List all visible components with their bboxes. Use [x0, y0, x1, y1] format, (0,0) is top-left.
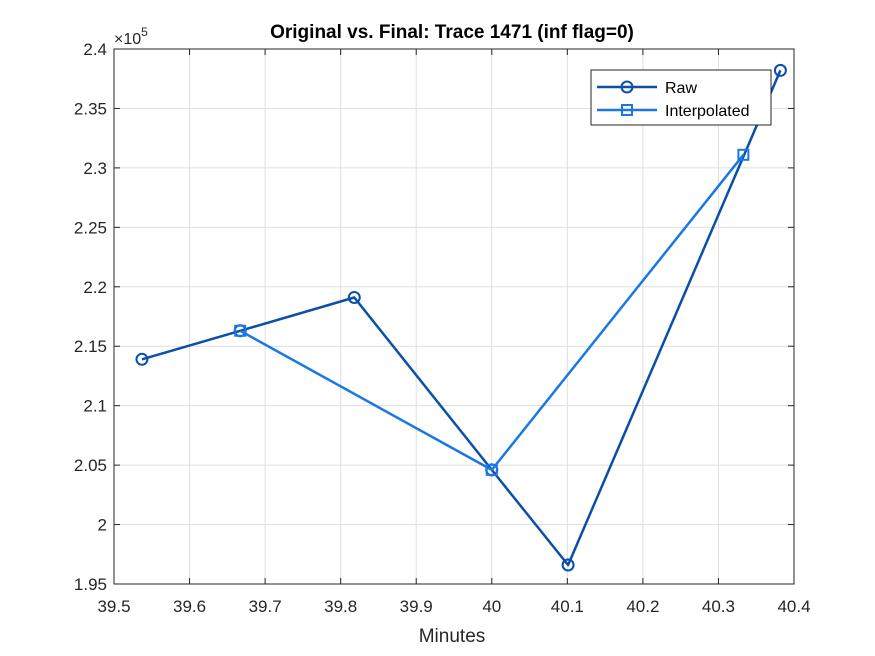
y-tick-label: 2.05 [74, 456, 107, 475]
x-tick-label: 39.5 [97, 597, 130, 616]
data-point-interpolated [234, 324, 247, 337]
y-tick-label: 2.2 [83, 278, 107, 297]
x-tick-label: 40 [482, 597, 501, 616]
legend-label-interpolated: Interpolated [665, 103, 750, 120]
series-line-raw [141, 69, 782, 567]
y-tick-label: 2 [98, 516, 107, 535]
series-line-interpolated [239, 154, 745, 472]
y-multiplier-exponent: 5 [141, 25, 148, 39]
chart-title: Original vs. Final: Trace 1471 (inf flag… [270, 22, 634, 43]
axes [113, 48, 795, 585]
x-tick-label: 40.1 [551, 597, 584, 616]
x-tick-label: 39.8 [324, 597, 357, 616]
data-point-interpolated [737, 148, 750, 161]
legend: Raw Interpolated [590, 69, 772, 126]
x-tick-label: 39.9 [400, 597, 433, 616]
legend-marker-interpolated [621, 104, 633, 116]
y-tick-label: 2.4 [83, 40, 107, 59]
x-tick-label: 39.7 [249, 597, 282, 616]
x-tick-label: 39.6 [173, 597, 206, 616]
plot-area [114, 49, 794, 584]
y-tick-label: 2.15 [74, 337, 107, 356]
y-tick-label: 2.1 [83, 397, 107, 416]
data-point-raw [347, 290, 361, 304]
x-tick-label: 40.2 [626, 597, 659, 616]
y-axis-multiplier: ×105 [114, 25, 148, 48]
y-multiplier-base: ×10 [114, 31, 141, 48]
y-tick-label: 2.35 [74, 99, 107, 118]
legend-marker-raw [620, 80, 634, 94]
y-tick-label: 2.25 [74, 218, 107, 237]
data-point-interpolated [485, 463, 498, 476]
data-point-raw [561, 558, 575, 572]
tick-labels: 39.5 39.6 39.7 39.8 39.9 40 40.1 40.2 40.3 40.4 1.… [74, 40, 811, 616]
data-point-raw [773, 63, 787, 77]
data-point-raw [135, 352, 149, 366]
x-axis-label: Minutes [419, 626, 486, 647]
x-tick-label: 40.3 [702, 597, 735, 616]
y-tick-label: 2.3 [83, 159, 107, 178]
series-layer [135, 63, 787, 572]
legend-label-raw: Raw [665, 80, 697, 97]
x-tick-label: 40.4 [777, 597, 810, 616]
axes-box [113, 48, 795, 585]
y-tick-label: 1.95 [74, 575, 107, 594]
